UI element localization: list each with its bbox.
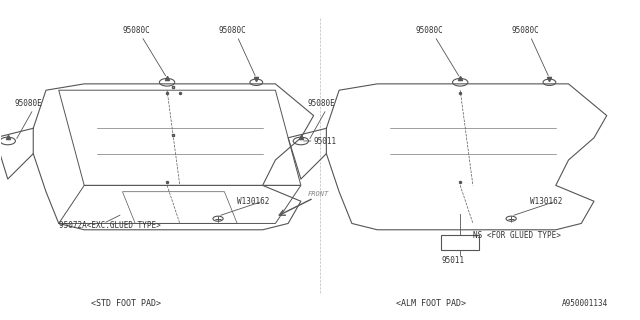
Text: <STD FOOT PAD>: <STD FOOT PAD> <box>91 299 161 308</box>
Text: 95080C: 95080C <box>122 26 150 35</box>
Text: 95080C: 95080C <box>218 26 246 35</box>
Text: 95080C: 95080C <box>511 26 539 35</box>
Text: FRONT: FRONT <box>307 191 328 197</box>
Text: 95011: 95011 <box>314 137 337 146</box>
Text: 95072A<EXC.GLUED TYPE>: 95072A<EXC.GLUED TYPE> <box>59 221 161 230</box>
Text: W130162: W130162 <box>237 197 269 206</box>
Circle shape <box>293 137 308 145</box>
Text: 95080E: 95080E <box>307 99 335 108</box>
Text: 95011: 95011 <box>441 256 464 265</box>
Text: <ALM FOOT PAD>: <ALM FOOT PAD> <box>396 299 467 308</box>
Text: W130162: W130162 <box>531 197 563 206</box>
Circle shape <box>159 78 175 86</box>
Text: 95080E: 95080E <box>14 99 42 108</box>
Circle shape <box>0 137 15 145</box>
Text: NS <FOR GLUED TYPE>: NS <FOR GLUED TYPE> <box>473 231 561 240</box>
Circle shape <box>543 79 556 85</box>
Circle shape <box>452 78 468 86</box>
Circle shape <box>250 79 262 85</box>
Text: 95080C: 95080C <box>415 26 444 35</box>
Text: A950001134: A950001134 <box>562 299 609 308</box>
